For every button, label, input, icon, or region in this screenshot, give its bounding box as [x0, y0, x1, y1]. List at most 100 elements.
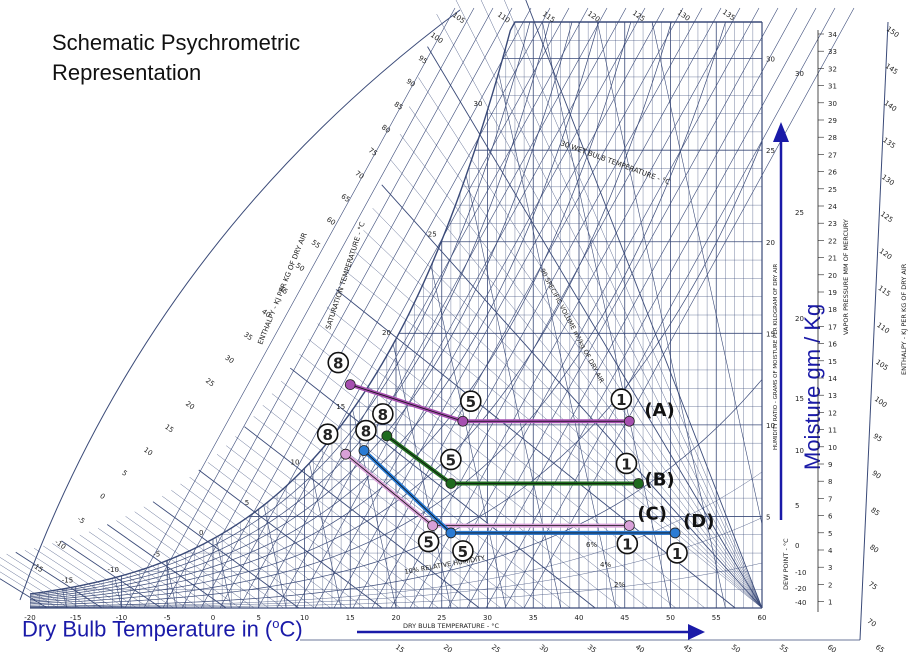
left-enthalpy-tick: -15: [31, 561, 45, 574]
enthalpy-line: [480, 0, 763, 609]
bottom-enthalpy-tick: 35: [586, 643, 598, 652]
outer-ray: [428, 7, 760, 609]
state-label-mid-ring: [459, 390, 482, 413]
outer-ray: [200, 7, 532, 609]
right-enthalpy-tick: 90: [870, 469, 882, 481]
rh-curve: [30, 141, 762, 606]
right-enthalpy-tick: 125: [879, 210, 895, 224]
dp-tick-label: 25: [795, 209, 804, 217]
right-enthalpy-tick: 140: [882, 99, 898, 113]
enthalpy-line: [504, 0, 763, 609]
left-enthalpy-tick: 5: [120, 469, 128, 478]
x-tick-label: -15: [70, 614, 81, 622]
dp-tick-label: 5: [795, 502, 799, 510]
dry-bulb-label: DRY BULB TEMPERATURE - °C: [403, 622, 499, 630]
left-enthalpy-tick: 40: [260, 308, 272, 320]
outer-ray: [447, 7, 779, 609]
enthalpy-line: [0, 557, 80, 609]
bottom-enthalpy-tick: 55: [778, 643, 790, 652]
outer-ray: [143, 7, 475, 609]
left-enthalpy-tick: 55: [310, 238, 322, 250]
rh-curve: [30, 22, 762, 598]
right-enthalpy-tick: 100: [873, 395, 889, 409]
enthalpy-line: [262, 405, 524, 609]
enthalpy-line: [226, 445, 439, 609]
bottom-enthalpy-tick: 50: [730, 643, 742, 652]
x-tick-label: 40: [575, 614, 584, 622]
x-axis-caption-suffix: C): [279, 616, 303, 642]
vp-tick-label: 15: [828, 358, 837, 366]
wb-tick-label: 10: [291, 458, 300, 466]
left-enthalpy-tick: 85: [392, 100, 404, 112]
state-label-start: 8: [333, 355, 343, 373]
y-tick-label: 15: [766, 330, 775, 338]
process-point: [623, 415, 635, 427]
specific-volume-line: [48, 22, 177, 608]
state-label-end: 1: [621, 455, 631, 473]
specific-volume-label: 90 SPECIFIC VOLUME m³/kg OF DRY AIR: [538, 267, 606, 385]
x-tick-label: 60: [758, 614, 767, 622]
outer-ray: [485, 7, 817, 609]
left-enthalpy-tick: 20: [184, 400, 196, 412]
left-enthalpy-tick: 35: [242, 331, 254, 343]
rh-curve: [30, 22, 762, 603]
vp-tick-label: 24: [828, 203, 837, 211]
y-tick-label: 20: [766, 239, 775, 247]
enthalpy-line: [162, 495, 315, 609]
state-label-start-ring: [327, 351, 350, 374]
enthalpy-line: [390, 160, 763, 609]
vp-tick-label: 1: [828, 599, 832, 607]
right-enthalpy-tick: 95: [872, 432, 884, 444]
left-enthalpy-tick: 100: [429, 31, 445, 45]
bottom-enthalpy-tick: 60: [826, 643, 838, 652]
enthalpy-line: [280, 381, 571, 609]
enthalpy-line: [525, 0, 763, 609]
humidity-ratio-label: HUMIDITY RATIO - GRAMS OF MOISTURE PER K…: [773, 264, 779, 450]
process-point: [427, 520, 439, 531]
wb-tick-label: 5: [245, 499, 249, 507]
enthalpy-line: [271, 393, 547, 609]
right-enthalpy-tick: 75: [867, 580, 879, 592]
state-label-mid-ring: [417, 530, 440, 553]
x-tick-label: -20: [24, 614, 35, 622]
vp-tick-label: 32: [828, 65, 837, 73]
enthalpy-line: [79, 534, 187, 609]
vp-tick-label: 8: [828, 478, 832, 486]
x-tick-label: 45: [620, 614, 629, 622]
vp-tick-label: 21: [828, 255, 837, 263]
wb-tick-label: -5: [153, 550, 160, 558]
rh-curve: [30, 22, 762, 605]
enthalpy-line: [15, 551, 103, 609]
enthalpy-line: [372, 208, 763, 609]
dp-tick-label: 15: [795, 395, 804, 403]
enthalpy-line: [43, 545, 138, 609]
state-label-mid: 5: [423, 534, 433, 552]
vp-tick-label: 33: [828, 48, 837, 56]
enthalpy-line: [216, 454, 420, 609]
enthalpy-line: [345, 270, 763, 609]
rh-small-label: 2%: [614, 581, 625, 589]
dp-tick-label: -10: [795, 569, 806, 577]
vp-tick-label: 11: [828, 427, 837, 435]
y-tick-label: 25: [766, 147, 775, 155]
rh-curve: [30, 562, 762, 608]
title-line-1: Schematic Psychrometric: [52, 30, 301, 55]
saturation-label: SATURATION TEMPERATURE - °C: [324, 221, 366, 331]
enthalpy-line: [289, 367, 596, 609]
enthalpy-line: [116, 520, 241, 609]
state-label-mid: 5: [458, 543, 468, 561]
right-enthalpy-tick: 110: [875, 321, 891, 335]
specific-volume-line: [102, 22, 232, 608]
specific-volume-line: [542, 22, 671, 608]
enthalpy-line: [326, 306, 706, 609]
process-point: [633, 478, 644, 489]
enthalpy-line: [207, 462, 401, 609]
enthalpy-line: [0, 571, 58, 609]
outer-ray: [257, 7, 589, 609]
right-enthalpy-tick: 105: [874, 358, 890, 372]
left-enthalpy-tick: -10: [53, 538, 67, 551]
state-label-end-ring: [615, 452, 638, 475]
case-label: (D): [683, 511, 714, 532]
x-arrow-head: [688, 624, 705, 640]
